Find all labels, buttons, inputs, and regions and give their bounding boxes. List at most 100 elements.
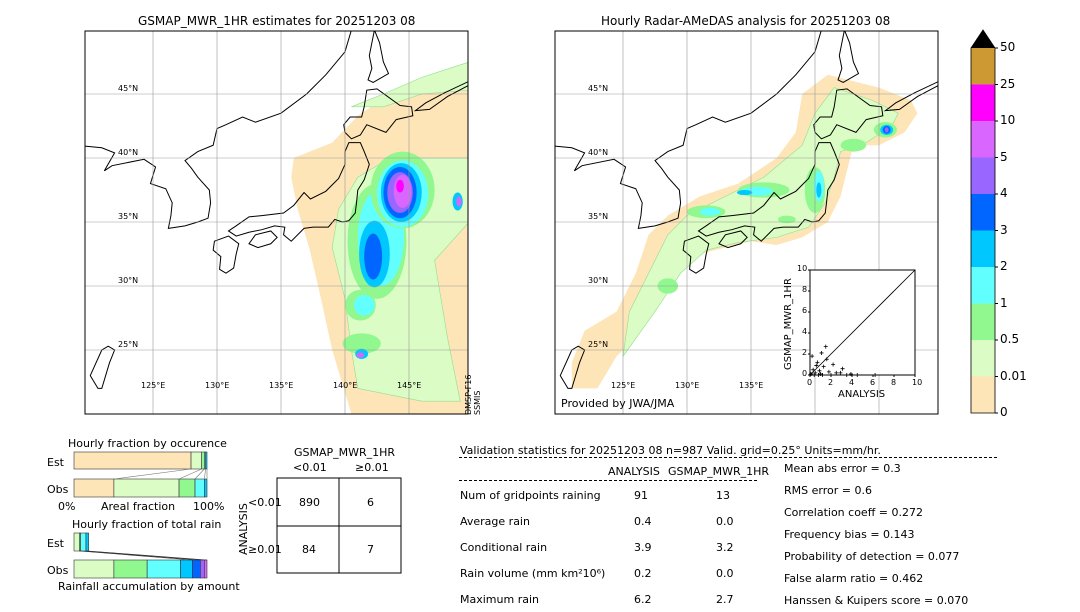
connector xyxy=(204,468,206,480)
stat-gsmap-value: 13 xyxy=(716,489,730,502)
scatter-point xyxy=(814,363,819,368)
scatter-point xyxy=(873,373,878,377)
colorbar-segment xyxy=(971,340,995,377)
table-title: GSMAP_MWR_1HR xyxy=(294,446,396,459)
lat-label: 40°N xyxy=(588,148,609,157)
left-map-content xyxy=(85,31,468,414)
coastline-hokkaido xyxy=(343,88,414,140)
scatter-point xyxy=(816,373,821,377)
stat-analysis-value: 91 xyxy=(634,489,648,502)
occurrence-est-segment xyxy=(205,451,208,470)
totalrain-est-segment xyxy=(73,532,80,552)
est-label: Est xyxy=(47,456,64,469)
colorbar-label: 0.01 xyxy=(1000,368,1027,383)
scatter-point xyxy=(810,354,815,359)
scatter-ylabel: GSMAP_MWR_1HR xyxy=(783,278,794,370)
scatter-point xyxy=(838,370,843,375)
totalrain-obs-segment xyxy=(73,559,115,579)
scatter-point xyxy=(812,373,817,377)
rain-cell xyxy=(777,215,796,224)
scatter-point xyxy=(840,366,845,371)
scatter-ytick: 2 xyxy=(802,348,808,357)
stat-gsmap-value: 0.0 xyxy=(716,567,734,580)
stat-label: Conditional rain xyxy=(460,541,548,554)
scatter-point xyxy=(815,360,820,365)
score-line: RMS error = 0.6 xyxy=(784,484,872,497)
occurrence-obs-segment xyxy=(178,478,196,498)
scatter-point xyxy=(824,357,829,362)
rain-cell xyxy=(364,233,383,280)
stats-header: Validation statistics for 20251203 08 n=… xyxy=(460,444,881,457)
coastline-taiwan xyxy=(89,345,116,389)
totalrain-est-segment xyxy=(80,532,87,552)
stat-label: Maximum rain xyxy=(460,593,539,606)
col-header-1: <0.01 xyxy=(293,461,327,474)
lat-label: 35°N xyxy=(118,212,139,221)
connector xyxy=(80,550,201,561)
right-map-title: Hourly Radar-AMeDAS analysis for 2025120… xyxy=(601,14,891,28)
score-line: Frequency bias = 0.143 xyxy=(784,528,915,541)
stat-label: Average rain xyxy=(460,515,530,528)
lat-label: 30°N xyxy=(118,276,139,285)
rain-area xyxy=(351,62,468,108)
colorbar-segment xyxy=(971,230,995,267)
occurrence-obs-segment xyxy=(113,478,180,498)
scatter-point xyxy=(811,367,816,372)
stat-gsmap-value: 2.7 xyxy=(716,593,734,606)
scatter-point xyxy=(848,371,853,376)
lon-label: 140°E xyxy=(333,381,358,390)
coastline-shikoku xyxy=(718,230,748,249)
scatter-xtick: 6 xyxy=(870,378,876,387)
totalrain-obs-segment xyxy=(180,559,193,579)
cell-tn: 890 xyxy=(299,496,320,509)
col-header-2: ≥0.01 xyxy=(355,461,389,474)
colorbar-label: 5 xyxy=(1000,149,1008,164)
coastline-honshu xyxy=(227,142,370,242)
score-line: Correlation coeff = 0.272 xyxy=(784,506,923,519)
coastline-mainland xyxy=(85,31,352,230)
colorbar-extend-triangle xyxy=(971,30,995,48)
stat-gsmap-value: 3.2 xyxy=(716,541,734,554)
colorbar-label: 1 xyxy=(1000,295,1008,310)
row-header-2: ≥0.01 xyxy=(248,543,282,556)
scatter-ytick: 4 xyxy=(802,327,808,336)
divider xyxy=(459,457,997,458)
lon-label: 125°E xyxy=(141,381,166,390)
cell-fn: 84 xyxy=(302,543,316,556)
occurrence-est-segment xyxy=(201,451,205,470)
right-map-frame xyxy=(554,30,939,415)
connector xyxy=(113,468,192,480)
rain-cell xyxy=(356,352,365,358)
rain-cell xyxy=(816,182,822,198)
total-rain-title: Hourly fraction of total rain xyxy=(72,518,222,531)
rain-cell xyxy=(456,196,462,207)
colorbar-segment xyxy=(971,48,995,85)
colorbar-segment xyxy=(971,121,995,158)
cell-tp: 7 xyxy=(367,543,374,556)
scatter-point xyxy=(819,350,824,355)
stat-analysis-value: 0.4 xyxy=(634,515,652,528)
colorbar-frame xyxy=(970,29,996,414)
colorbar-segment xyxy=(971,267,995,304)
scatter-point xyxy=(817,368,822,373)
stat-analysis-value: 0.2 xyxy=(634,567,652,580)
stats-col-analysis: ANALYSIS xyxy=(608,465,660,478)
est-label-2: Est xyxy=(47,537,64,550)
occurrence-title: Hourly fraction by occurence xyxy=(68,437,227,450)
colorbar-label: 0 xyxy=(1000,405,1008,419)
occurrence-obs-segment xyxy=(194,478,205,498)
satellite-label: DMSP-F16 SSMIS xyxy=(464,374,482,415)
scatter-point xyxy=(844,373,849,377)
rain-cell xyxy=(396,179,404,193)
scatter-ytick: 6 xyxy=(802,306,808,315)
coastline-sakhalin xyxy=(837,31,860,84)
score-line: Mean abs error = 0.3 xyxy=(784,462,901,475)
lon-label: 145°E xyxy=(397,381,422,390)
obs-label-2: Obs xyxy=(47,564,69,577)
scatter-xtick: 8 xyxy=(891,378,897,387)
colorbar-label: 25 xyxy=(1000,76,1016,91)
stat-gsmap-value: 0.0 xyxy=(716,515,734,528)
colorbar-segment xyxy=(971,376,995,413)
lat-label: 40°N xyxy=(118,148,139,157)
scatter-ytick: 0 xyxy=(802,369,808,378)
